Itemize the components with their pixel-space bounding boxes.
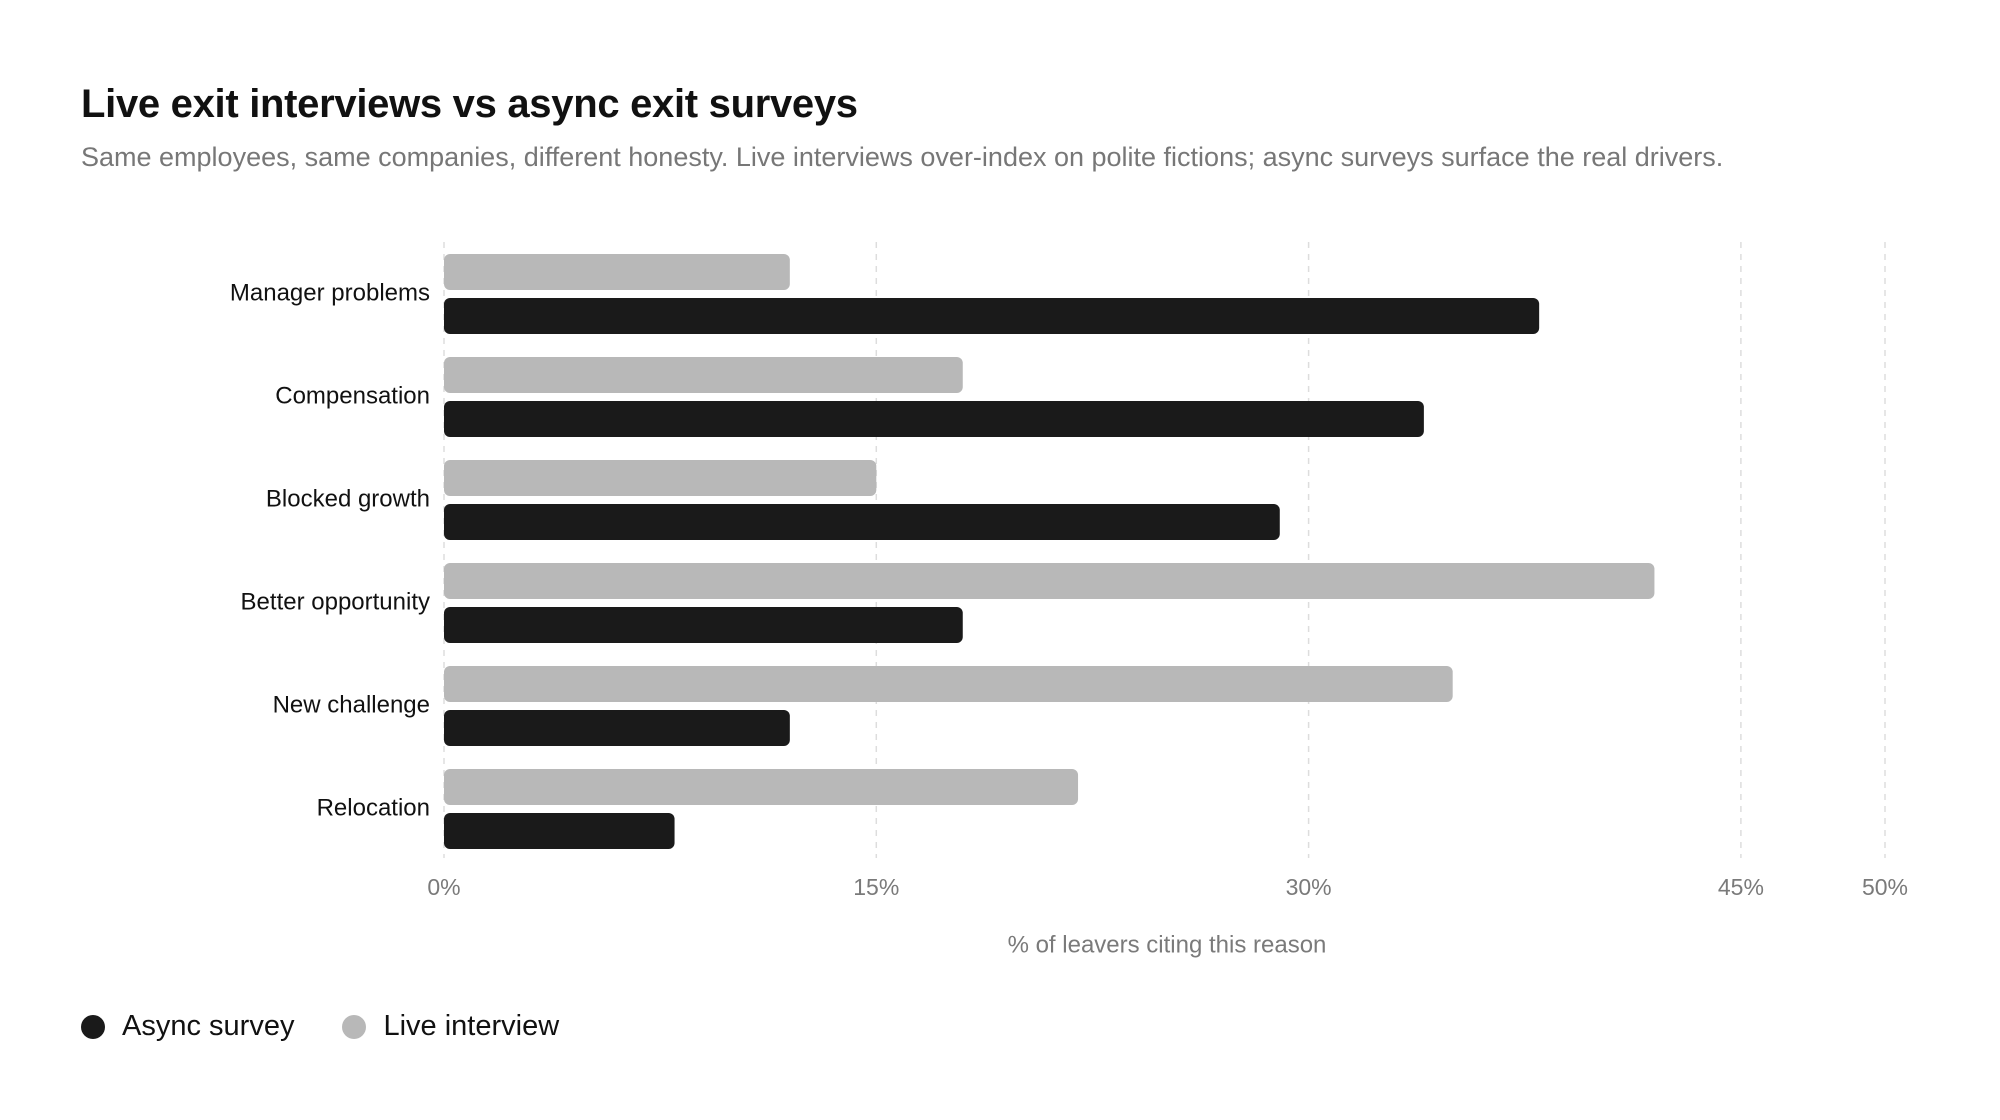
bar-live-interview-relocation — [444, 769, 1079, 805]
bar-async-survey-blocked-growth — [444, 504, 1280, 540]
legend-item-live-interview: Live interview — [342, 1010, 559, 1043]
bar-live-interview-better-opportunity — [444, 563, 1655, 599]
category-label-relocation: Relocation — [317, 794, 430, 821]
bar-live-interview-new-challenge — [444, 666, 1453, 702]
x-tick-label-50pct: 50% — [1862, 874, 1908, 900]
chart-subtitle: Same employees, same companies, differen… — [81, 142, 1724, 172]
category-label-new-challenge: New challenge — [273, 691, 430, 718]
x-tick-label-15pct: 15% — [853, 874, 899, 900]
x-tick-label-0pct: 0% — [427, 874, 460, 900]
x-tick-label-45pct: 45% — [1718, 874, 1764, 900]
bar-async-survey-compensation — [444, 401, 1424, 437]
legend-item-async-survey: Async survey — [81, 1010, 294, 1043]
bar-live-interview-compensation — [444, 357, 963, 393]
chart-title: Live exit interviews vs async exit surve… — [81, 82, 858, 126]
x-tick-label-30pct: 30% — [1286, 874, 1332, 900]
legend-label-async-survey: Async survey — [122, 1010, 295, 1042]
bar-async-survey-new-challenge — [444, 710, 790, 746]
category-label-better-opportunity: Better opportunity — [241, 588, 430, 615]
legend-swatch-async-survey — [81, 1014, 105, 1039]
legend: Async survey Live interview — [81, 1010, 607, 1043]
category-label-compensation: Compensation — [275, 382, 430, 409]
bar-live-interview-blocked-growth — [444, 460, 877, 496]
bar-async-survey-manager-problems — [444, 298, 1540, 334]
bar-async-survey-relocation — [444, 813, 675, 849]
category-label-blocked-growth: Blocked growth — [266, 485, 430, 512]
bar-live-interview-manager-problems — [444, 254, 790, 290]
bar-chart: Manager problems Compensation Blocked grow… — [230, 242, 1908, 958]
category-label-manager-problems: Manager problems — [230, 279, 430, 306]
legend-label-live-interview: Live interview — [383, 1010, 560, 1042]
bar-async-survey-better-opportunity — [444, 607, 963, 643]
legend-swatch-live-interview — [342, 1014, 367, 1039]
x-axis-label: % of leavers citing this reason — [1008, 931, 1327, 958]
